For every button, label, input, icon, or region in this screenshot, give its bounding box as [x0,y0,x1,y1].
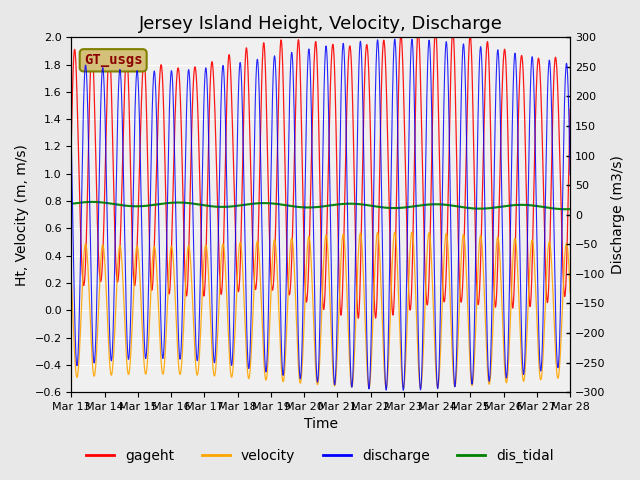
Y-axis label: Discharge (m3/s): Discharge (m3/s) [611,156,625,274]
Title: Jersey Island Height, Velocity, Discharge: Jersey Island Height, Velocity, Discharg… [139,15,502,33]
Text: GT_usgs: GT_usgs [84,53,143,67]
Y-axis label: Ht, Velocity (m, m/s): Ht, Velocity (m, m/s) [15,144,29,286]
X-axis label: Time: Time [304,418,338,432]
Legend: gageht, velocity, discharge, dis_tidal: gageht, velocity, discharge, dis_tidal [81,443,559,468]
